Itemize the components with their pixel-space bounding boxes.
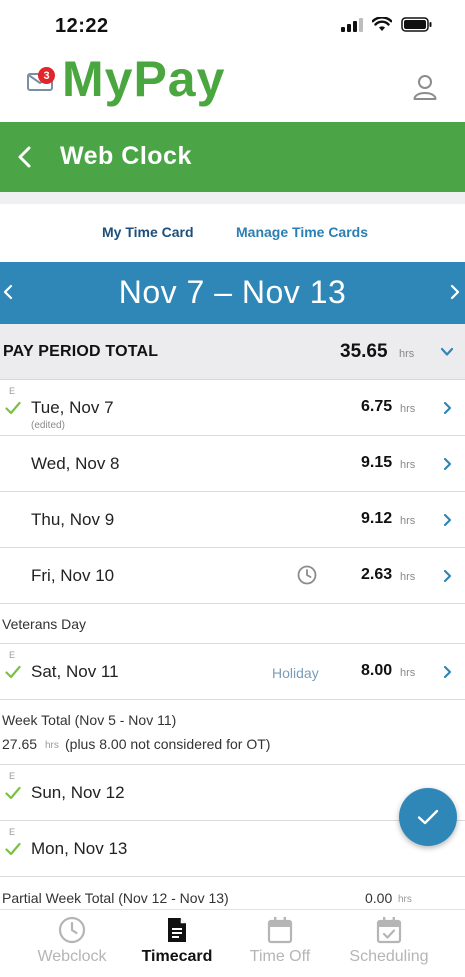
edited-marker: E — [9, 386, 16, 396]
calendar-icon — [267, 917, 293, 944]
pay-period-total-row[interactable]: PAY PERIOD TOTAL 35.65 hrs — [0, 324, 465, 380]
day-row-thu-nov-9[interactable]: Thu, Nov 9 9.12 hrs — [0, 492, 465, 548]
day-hours: 6.75 — [361, 398, 393, 415]
hours-unit: hrs — [400, 459, 416, 471]
checkmark-icon — [5, 786, 21, 800]
day-label: Thu, Nov 9 — [31, 510, 115, 529]
chevron-right-icon[interactable] — [443, 457, 452, 471]
status-time: 12:22 — [55, 15, 109, 37]
week-total-value: 27.65 — [2, 736, 38, 752]
edited-marker: E — [9, 650, 16, 660]
holiday-banner: Veterans Day — [0, 604, 465, 644]
week-total-row: Week Total (Nov 5 - Nov 11) 27.65 hrs (p… — [0, 700, 465, 765]
hours-unit: hrs — [399, 348, 415, 360]
mail-badge: 3 — [38, 67, 55, 84]
checkmark-icon — [5, 842, 21, 856]
nav-time-off[interactable]: Time Off — [222, 910, 338, 977]
day-label: Mon, Nov 13 — [31, 839, 128, 858]
brand-logo: MyPay — [62, 51, 226, 107]
holiday-name: Veterans Day — [2, 616, 87, 632]
day-row-fri-nov-10[interactable]: Fri, Nov 10 2.63 hrs — [0, 548, 465, 604]
edited-note: (edited) — [31, 420, 65, 431]
wifi-icon — [372, 17, 392, 31]
day-label: Tue, Nov 7 — [31, 398, 114, 417]
day-label: Sun, Nov 12 — [31, 783, 125, 802]
hours-unit: hrs — [45, 740, 59, 751]
tab-my-time-card[interactable]: My Time Card — [102, 224, 194, 240]
partial-week-total-row: Partial Week Total (Nov 12 - Nov 13) 0.0… — [0, 877, 465, 909]
week-total-note: (plus 8.00 not considered for OT) — [65, 736, 271, 752]
profile-icon[interactable] — [413, 74, 437, 100]
checkmark-icon — [5, 401, 21, 415]
nav-label: Webclock — [37, 948, 107, 965]
nav-scheduling[interactable]: Scheduling — [331, 910, 447, 977]
day-row-wed-nov-8[interactable]: Wed, Nov 8 9.15 hrs — [0, 436, 465, 492]
expand-chevron-down-icon[interactable] — [440, 347, 454, 357]
title-bar: Web Clock — [0, 122, 465, 192]
app-header: 3 MyPay — [0, 50, 465, 122]
day-label: Wed, Nov 8 — [31, 454, 120, 473]
pay-period-total-value: 35.65 — [340, 341, 388, 362]
checkmark-icon — [5, 665, 21, 679]
previous-week-chevron-icon[interactable] — [3, 284, 13, 300]
clock-icon — [58, 916, 86, 944]
day-hours: 9.15 — [361, 454, 393, 471]
day-row-tue-nov-7[interactable]: E Tue, Nov 7 (edited) 6.75 hrs — [0, 380, 465, 436]
holiday-tag: Holiday — [272, 665, 319, 681]
document-icon — [168, 918, 186, 942]
day-hours: 8.00 — [361, 662, 393, 679]
clock-icon — [297, 565, 317, 585]
day-label: Fri, Nov 10 — [31, 566, 115, 585]
checkmark-icon — [417, 809, 439, 825]
day-row-sat-nov-11[interactable]: E Sat, Nov 11 Holiday 8.00 hrs — [0, 644, 465, 700]
week-selector: Nov 7 – Nov 13 — [0, 262, 465, 324]
hours-unit: hrs — [400, 403, 416, 415]
status-bar: 12:22 — [0, 0, 465, 50]
edited-marker: E — [9, 827, 16, 837]
nav-label: Time Off — [249, 948, 311, 965]
chevron-right-icon[interactable] — [443, 513, 452, 527]
edited-marker: E — [9, 771, 16, 781]
week-range-label: Nov 7 – Nov 13 — [118, 274, 347, 310]
pay-period-total-label: PAY PERIOD TOTAL — [3, 343, 159, 360]
hours-unit: hrs — [400, 515, 416, 527]
hours-unit: hrs — [400, 667, 416, 679]
day-row-sun-nov-12[interactable]: E Sun, Nov 12 — [0, 765, 465, 821]
bottom-navigation: Webclock Timecard Time Off — [0, 909, 465, 977]
divider — [0, 192, 465, 204]
chevron-right-icon[interactable] — [443, 401, 452, 415]
chevron-right-icon[interactable] — [443, 665, 452, 679]
nav-webclock[interactable]: Webclock — [14, 910, 130, 977]
hours-unit: hrs — [400, 571, 416, 583]
back-chevron-icon[interactable] — [14, 145, 34, 169]
battery-icon — [401, 17, 432, 32]
next-week-chevron-icon[interactable] — [450, 284, 460, 300]
day-label: Sat, Nov 11 — [31, 662, 119, 681]
page-title: Web Clock — [60, 142, 192, 170]
day-hours: 2.63 — [361, 566, 393, 583]
nav-timecard[interactable]: Timecard — [119, 910, 235, 977]
nav-label: Scheduling — [349, 948, 429, 965]
day-row-mon-nov-13[interactable]: E Mon, Nov 13 — [0, 821, 465, 877]
tab-manage-time-cards[interactable]: Manage Time Cards — [236, 224, 369, 240]
calendar-check-icon — [376, 917, 402, 944]
hours-unit: hrs — [398, 894, 412, 905]
nav-label: Timecard — [141, 948, 213, 965]
partial-week-total-label: Partial Week Total (Nov 12 - Nov 13) — [2, 890, 229, 906]
status-icons — [341, 17, 433, 32]
tab-bar: My Time Card Manage Time Cards — [0, 204, 465, 262]
chevron-right-icon[interactable] — [443, 569, 452, 583]
approve-fab-button[interactable] — [399, 788, 457, 846]
partial-week-total-value: 0.00 — [365, 890, 393, 906]
cellular-signal-icon — [341, 17, 363, 32]
day-hours: 9.12 — [361, 510, 393, 527]
week-total-label: Week Total (Nov 5 - Nov 11) — [2, 712, 177, 728]
